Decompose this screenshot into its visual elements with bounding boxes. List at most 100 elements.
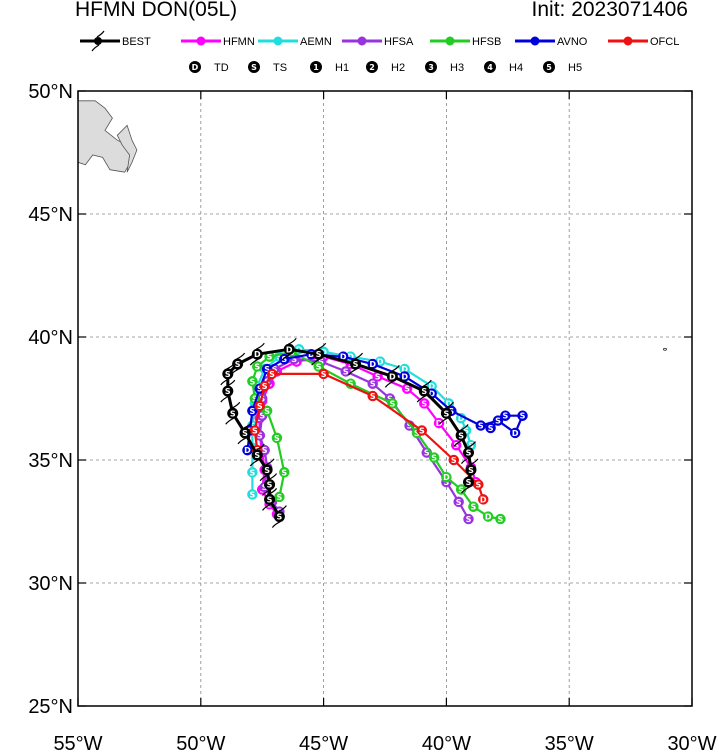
- track-marker-glyph: D: [286, 345, 293, 354]
- track-marker-glyph: D: [401, 372, 408, 381]
- legend: BEST HFMN AEMN HFSA HFSB AVNO OFCL: [80, 30, 679, 52]
- x-tick-label: 45°W: [299, 733, 348, 755]
- track-marker-glyph: S: [225, 370, 231, 379]
- track-marker-glyph: S: [424, 449, 430, 458]
- cyclone-arm-icon: [317, 342, 327, 350]
- track-marker-glyph: S: [407, 422, 413, 431]
- track-point: S: [500, 410, 511, 421]
- intensity-label: TD: [214, 62, 229, 74]
- track-point: S: [348, 352, 364, 376]
- track-marker-glyph: D: [480, 495, 487, 504]
- legend-dot: [357, 36, 367, 46]
- track-point: S: [318, 368, 329, 380]
- track-marker-dot: [500, 410, 511, 421]
- track-marker-glyph: S: [249, 490, 255, 499]
- track-marker-glyph: S: [444, 478, 450, 487]
- intensity-h1: 1 H1: [310, 61, 349, 74]
- track-point: D: [399, 371, 410, 382]
- track-marker-glyph: D: [340, 353, 347, 362]
- cyclone-arm-icon: [281, 353, 291, 361]
- track-marker-dot: [247, 405, 258, 417]
- intensity-td: D TD: [189, 61, 229, 74]
- track-marker-glyph: S: [257, 385, 263, 394]
- intensity-symbol-icon: [484, 61, 496, 73]
- intensity-glyph: 1: [313, 63, 319, 72]
- intensity-symbol-icon: [366, 61, 378, 73]
- intensity-ts: S TS: [248, 61, 287, 74]
- track-marker-dot: [419, 398, 430, 409]
- intensity-label: H3: [450, 62, 464, 74]
- track-marker-dot: [387, 398, 398, 409]
- track-marker-glyph: S: [404, 385, 410, 394]
- track-marker-glyph: S: [249, 377, 255, 386]
- track-point: S: [247, 405, 258, 417]
- track-marker-glyph: S: [259, 412, 265, 421]
- x-tick-label: 55°W: [53, 733, 102, 755]
- track-point: D: [509, 427, 521, 439]
- cyclone-arm-icon: [262, 489, 271, 496]
- cyclone-center-dot: [251, 348, 263, 360]
- track-point: S: [517, 410, 528, 421]
- track-marker-dot: [254, 400, 265, 412]
- legend-item-hfsa: HFSA: [342, 36, 414, 48]
- track-marker-glyph: S: [414, 429, 420, 438]
- track-marker-glyph: S: [264, 365, 270, 374]
- track-point: D: [441, 471, 452, 483]
- track-marker-glyph: S: [225, 387, 231, 396]
- track-point: D: [384, 365, 400, 388]
- track-point: S: [475, 420, 487, 431]
- track-marker-glyph: D: [369, 360, 376, 369]
- track-point: S: [485, 422, 496, 434]
- track-marker-dot: [266, 368, 278, 380]
- cyclone-arm-icon: [278, 505, 287, 513]
- y-tick-label: 40°N: [28, 327, 73, 349]
- track-marker-dot: [416, 425, 428, 436]
- cyclone-center-dot: [350, 358, 362, 370]
- cyclone-arm-icon: [230, 368, 239, 376]
- cyclone-arm-icon: [220, 378, 230, 386]
- x-tick-label: 30°W: [667, 733, 716, 755]
- legend-label: BEST: [122, 36, 151, 48]
- track-marker-dot: [453, 496, 464, 508]
- cyclone-center-dot: [440, 407, 452, 419]
- track-point: S: [311, 342, 327, 366]
- track-point: S: [247, 467, 258, 478]
- track-marker-glyph: S: [321, 370, 327, 379]
- intensity-label: H4: [509, 62, 523, 74]
- track-point: S: [387, 398, 398, 409]
- intensity-label: H1: [335, 62, 349, 74]
- legend-item-hfmn: HFMN: [181, 36, 255, 48]
- track-marker-glyph: D: [308, 350, 315, 359]
- y-tick-label: 35°N: [28, 450, 73, 472]
- intensity-symbol-icon: [425, 61, 437, 73]
- cyclone-center-dot: [418, 385, 430, 397]
- cyclone-center-dot: [239, 427, 251, 439]
- track-point: S: [220, 379, 236, 403]
- track-marker-dot: [477, 494, 489, 505]
- plot-area: 55°W 50°W 45°W 40°W 35°W 30°W 25°N 30°N 35°N 40°N…: [28, 81, 716, 755]
- track-marker-glyph: S: [451, 456, 457, 465]
- track-point: S: [259, 458, 275, 482]
- cyclone-arm-icon: [467, 470, 477, 478]
- track-marker-dot: [495, 513, 506, 525]
- cyclone-arm-icon: [271, 521, 281, 528]
- intensity-h2: 2 H2: [366, 61, 405, 74]
- track-marker-dot: [313, 361, 324, 372]
- track-marker-dot: [247, 376, 258, 387]
- track-marker-glyph: S: [458, 431, 464, 440]
- cyclone-arm-icon: [220, 395, 230, 403]
- track-marker-glyph: S: [502, 412, 508, 421]
- legend-dot: [196, 36, 206, 46]
- legend-dot: [530, 36, 540, 46]
- track-marker-glyph: S: [269, 370, 275, 379]
- cyclone-arm-icon: [256, 342, 265, 350]
- legend-dot: [273, 36, 283, 46]
- track-point: S: [416, 379, 432, 403]
- track-marker-glyph: S: [264, 466, 270, 475]
- track-marker-glyph: S: [254, 363, 260, 372]
- track-marker-glyph: S: [370, 392, 376, 401]
- track-marker-glyph: S: [267, 481, 273, 490]
- track-marker-glyph: S: [466, 449, 472, 458]
